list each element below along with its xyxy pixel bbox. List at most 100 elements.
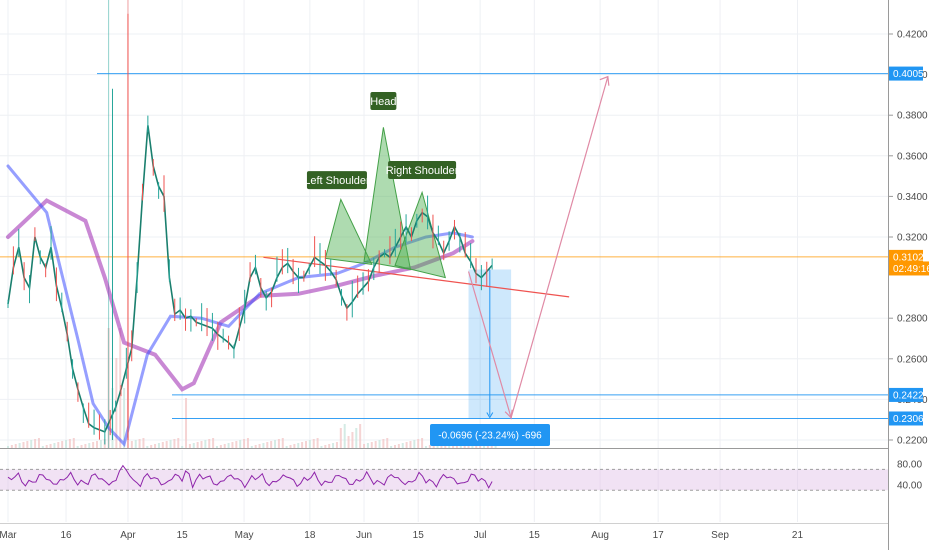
volume-bar xyxy=(130,441,133,448)
price-badge xyxy=(889,66,923,81)
projection-down-head xyxy=(504,409,513,419)
price-axis[interactable]: 0.42000.40000.38000.36000.34000.32000.28… xyxy=(888,30,932,447)
head-shape xyxy=(363,127,412,271)
volume-bar xyxy=(401,443,404,448)
x-tick-label: Aug xyxy=(591,530,609,541)
volume-bar xyxy=(200,441,203,448)
x-tick-label: 15 xyxy=(413,530,425,541)
price-badge-label: 02:49:16 xyxy=(893,264,932,275)
volume-bar xyxy=(335,442,338,448)
y-tick-label: 0.3400 xyxy=(897,192,928,203)
rsi-pane[interactable] xyxy=(0,450,888,522)
x-tick-label: Mar xyxy=(0,530,17,541)
volume-bar xyxy=(231,442,234,448)
volume-bar xyxy=(157,443,160,448)
volume-bar xyxy=(185,398,188,448)
volume-bar xyxy=(459,446,462,448)
volume-bar xyxy=(332,443,335,448)
volume-bar xyxy=(169,440,172,448)
x-tick-label: 21 xyxy=(792,530,804,541)
volume-bar xyxy=(316,438,319,448)
volume-bar xyxy=(274,440,277,448)
volume-bar xyxy=(154,444,157,448)
volume-bar xyxy=(308,440,311,448)
volume-bar xyxy=(246,438,249,448)
volume-bar xyxy=(390,446,393,448)
volume-bar xyxy=(428,445,431,448)
volume-bar xyxy=(281,438,284,448)
volume-bar xyxy=(123,388,126,448)
price-badge xyxy=(889,249,923,264)
volume-bar xyxy=(61,441,64,448)
price-badge-label: 0.2422 xyxy=(893,390,924,401)
volume-bar xyxy=(378,440,381,448)
volume-bar xyxy=(45,445,48,448)
volume-bar xyxy=(394,445,396,448)
volume-bar xyxy=(304,441,307,448)
rsi-line xyxy=(7,464,493,490)
volume-bar xyxy=(270,441,273,448)
volume-bar xyxy=(96,441,99,448)
y-tick-label: 0.3600 xyxy=(897,151,928,162)
x-tick-label: 16 xyxy=(60,530,72,541)
volume-bar xyxy=(258,444,261,448)
time-axis[interactable]: Mar 16 Apr 15 May 18 Jun 15 Jul 15 Aug 17 Sep 21 xyxy=(0,530,803,541)
y-tick-label: 0.2600 xyxy=(897,354,928,365)
volume-bar xyxy=(355,428,358,448)
x-tick-label: 15 xyxy=(177,530,189,541)
ma-fast-line xyxy=(6,164,474,448)
volume-bar xyxy=(68,439,71,448)
y-tick-label: 0.2200 xyxy=(897,436,928,447)
volume-bar xyxy=(30,440,33,448)
measure-arrow-head xyxy=(486,412,494,419)
volume-bar xyxy=(463,445,466,448)
x-tick-label: Sep xyxy=(711,530,729,541)
volume-bar xyxy=(76,446,79,448)
volume-bar xyxy=(181,446,184,448)
volume-bar xyxy=(417,439,420,448)
volume-bar xyxy=(84,444,87,448)
volume-bar xyxy=(41,446,44,448)
volume-bar xyxy=(119,328,122,448)
measure-label-box xyxy=(430,424,550,446)
volume-bar xyxy=(204,440,207,448)
ma-slow-line xyxy=(6,198,475,392)
projection-arrow-head xyxy=(599,75,610,86)
volume-bar xyxy=(196,442,199,448)
volume-bar xyxy=(26,441,29,448)
volume-bar xyxy=(146,446,149,448)
price-pane[interactable] xyxy=(0,0,888,448)
pattern-label: Left Shoulder xyxy=(304,175,370,187)
volume-bar xyxy=(409,441,412,448)
price-badge xyxy=(889,261,929,276)
volume-bar xyxy=(72,438,75,448)
volume-bar xyxy=(347,436,350,448)
price-badge-label: 0.2306 xyxy=(893,414,924,425)
volume-bar xyxy=(262,443,265,448)
head-shoulders-pattern[interactable] xyxy=(263,127,570,298)
volume-bar xyxy=(7,446,9,448)
volume-bar xyxy=(320,446,323,448)
volume-bar xyxy=(134,440,137,448)
volume-bar xyxy=(424,446,427,448)
volume-bar xyxy=(227,443,230,448)
volume-bar xyxy=(266,442,269,448)
projection-arrows[interactable] xyxy=(467,75,610,420)
volume-bar xyxy=(14,444,17,448)
price-badge-label: 0.4005 xyxy=(893,69,924,80)
volume-bar xyxy=(165,441,168,448)
volume-bar xyxy=(285,446,288,448)
volume-bar xyxy=(405,442,408,448)
volume-bar xyxy=(397,444,400,448)
volume-bar xyxy=(277,439,280,448)
y-tick-label: 0.4200 xyxy=(897,30,928,41)
volume-bar xyxy=(161,442,164,448)
volume-bar xyxy=(494,446,497,448)
volume-bar xyxy=(250,446,253,448)
volume-bar xyxy=(10,445,13,448)
y-tick-label: 0.3800 xyxy=(897,111,928,122)
volume-bar xyxy=(53,443,56,448)
pattern-labels[interactable]: Left Shoulder Head Right Shoulder xyxy=(304,91,459,190)
pattern-label: Head xyxy=(370,96,396,108)
